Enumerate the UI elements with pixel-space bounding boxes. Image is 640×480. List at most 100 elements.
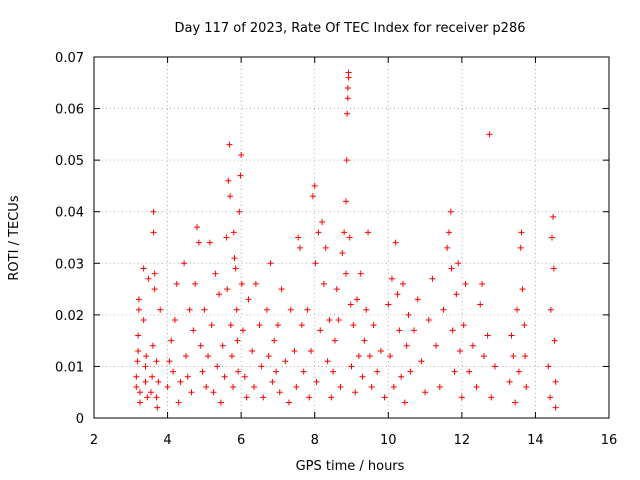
data-point (309, 193, 316, 200)
data-point (143, 353, 150, 360)
data-point (388, 275, 395, 282)
data-point (149, 373, 156, 380)
grid-lines (94, 57, 609, 418)
data-point (173, 280, 180, 287)
data-point (346, 234, 353, 241)
data-point (231, 255, 238, 262)
data-point (448, 265, 455, 272)
data-point (398, 373, 405, 380)
data-point (381, 394, 388, 401)
data-point (458, 394, 465, 401)
data-point (243, 394, 250, 401)
x-tick-label: 12 (454, 433, 471, 448)
data-point (269, 378, 276, 385)
data-point (210, 389, 217, 396)
data-point (548, 234, 555, 241)
data-point (216, 291, 223, 298)
data-point (219, 342, 226, 349)
data-point (134, 358, 141, 365)
data-point (265, 353, 272, 360)
data-point (199, 368, 206, 375)
data-point (344, 84, 351, 91)
x-tick-label: 10 (380, 433, 397, 448)
data-point (201, 306, 208, 313)
data-point (547, 306, 554, 313)
data-point (168, 337, 175, 344)
data-point (514, 306, 521, 313)
data-point (455, 260, 462, 267)
data-point (377, 347, 384, 354)
data-point (195, 239, 202, 246)
data-point (238, 151, 245, 158)
data-point (135, 347, 142, 354)
data-point (230, 229, 237, 236)
data-point (236, 208, 243, 215)
data-point (407, 368, 414, 375)
data-point (142, 363, 149, 370)
data-point (453, 291, 460, 298)
data-point (133, 373, 140, 380)
data-point (400, 280, 406, 287)
data-point (339, 249, 346, 256)
data-point (190, 327, 197, 334)
data-point (320, 280, 327, 287)
data-point (365, 229, 372, 236)
data-point (258, 363, 265, 370)
data-point (348, 363, 355, 370)
data-point (345, 74, 352, 81)
data-point (328, 394, 335, 401)
data-point (319, 219, 326, 226)
x-tick-label: 2 (90, 433, 98, 448)
data-point (313, 378, 320, 385)
data-point (217, 399, 224, 406)
data-point (237, 172, 244, 179)
data-point (192, 280, 199, 287)
data-point (343, 157, 350, 164)
data-point (133, 384, 140, 391)
data-point (182, 353, 189, 360)
data-point (429, 275, 436, 282)
data-point (347, 301, 354, 308)
data-point (335, 317, 342, 324)
data-point (344, 95, 351, 102)
data-point (154, 404, 161, 411)
data-points (133, 69, 559, 411)
data-point (523, 384, 530, 391)
data-point (392, 239, 399, 246)
data-point (232, 265, 239, 272)
data-point (170, 368, 177, 375)
data-point (212, 270, 219, 277)
data-point (214, 363, 221, 370)
data-point (522, 353, 529, 360)
data-point (150, 208, 157, 215)
data-point (308, 347, 315, 354)
data-point (311, 182, 318, 189)
data-point (273, 368, 280, 375)
data-point (235, 368, 242, 375)
data-point (267, 260, 274, 267)
data-point (488, 394, 495, 401)
data-point (241, 373, 248, 380)
data-point (145, 275, 152, 282)
data-point (512, 399, 519, 406)
data-point (205, 353, 212, 360)
data-point (418, 358, 425, 365)
data-point (135, 296, 142, 303)
data-point (317, 327, 324, 334)
y-tick-label: 0 (76, 412, 84, 427)
data-point (385, 301, 392, 308)
data-point (342, 270, 349, 277)
data-point (233, 306, 240, 313)
data-point (263, 306, 270, 313)
x-tick-label: 6 (237, 433, 245, 448)
y-axis-label: ROTI / TECUs (7, 195, 22, 280)
data-point (370, 322, 377, 329)
data-point (473, 384, 480, 391)
data-point (366, 353, 373, 360)
y-tick-label: 0.03 (55, 257, 84, 272)
data-point (285, 399, 292, 406)
data-point (324, 358, 331, 365)
data-point (368, 384, 375, 391)
data-point (462, 280, 469, 287)
data-point (271, 337, 278, 344)
